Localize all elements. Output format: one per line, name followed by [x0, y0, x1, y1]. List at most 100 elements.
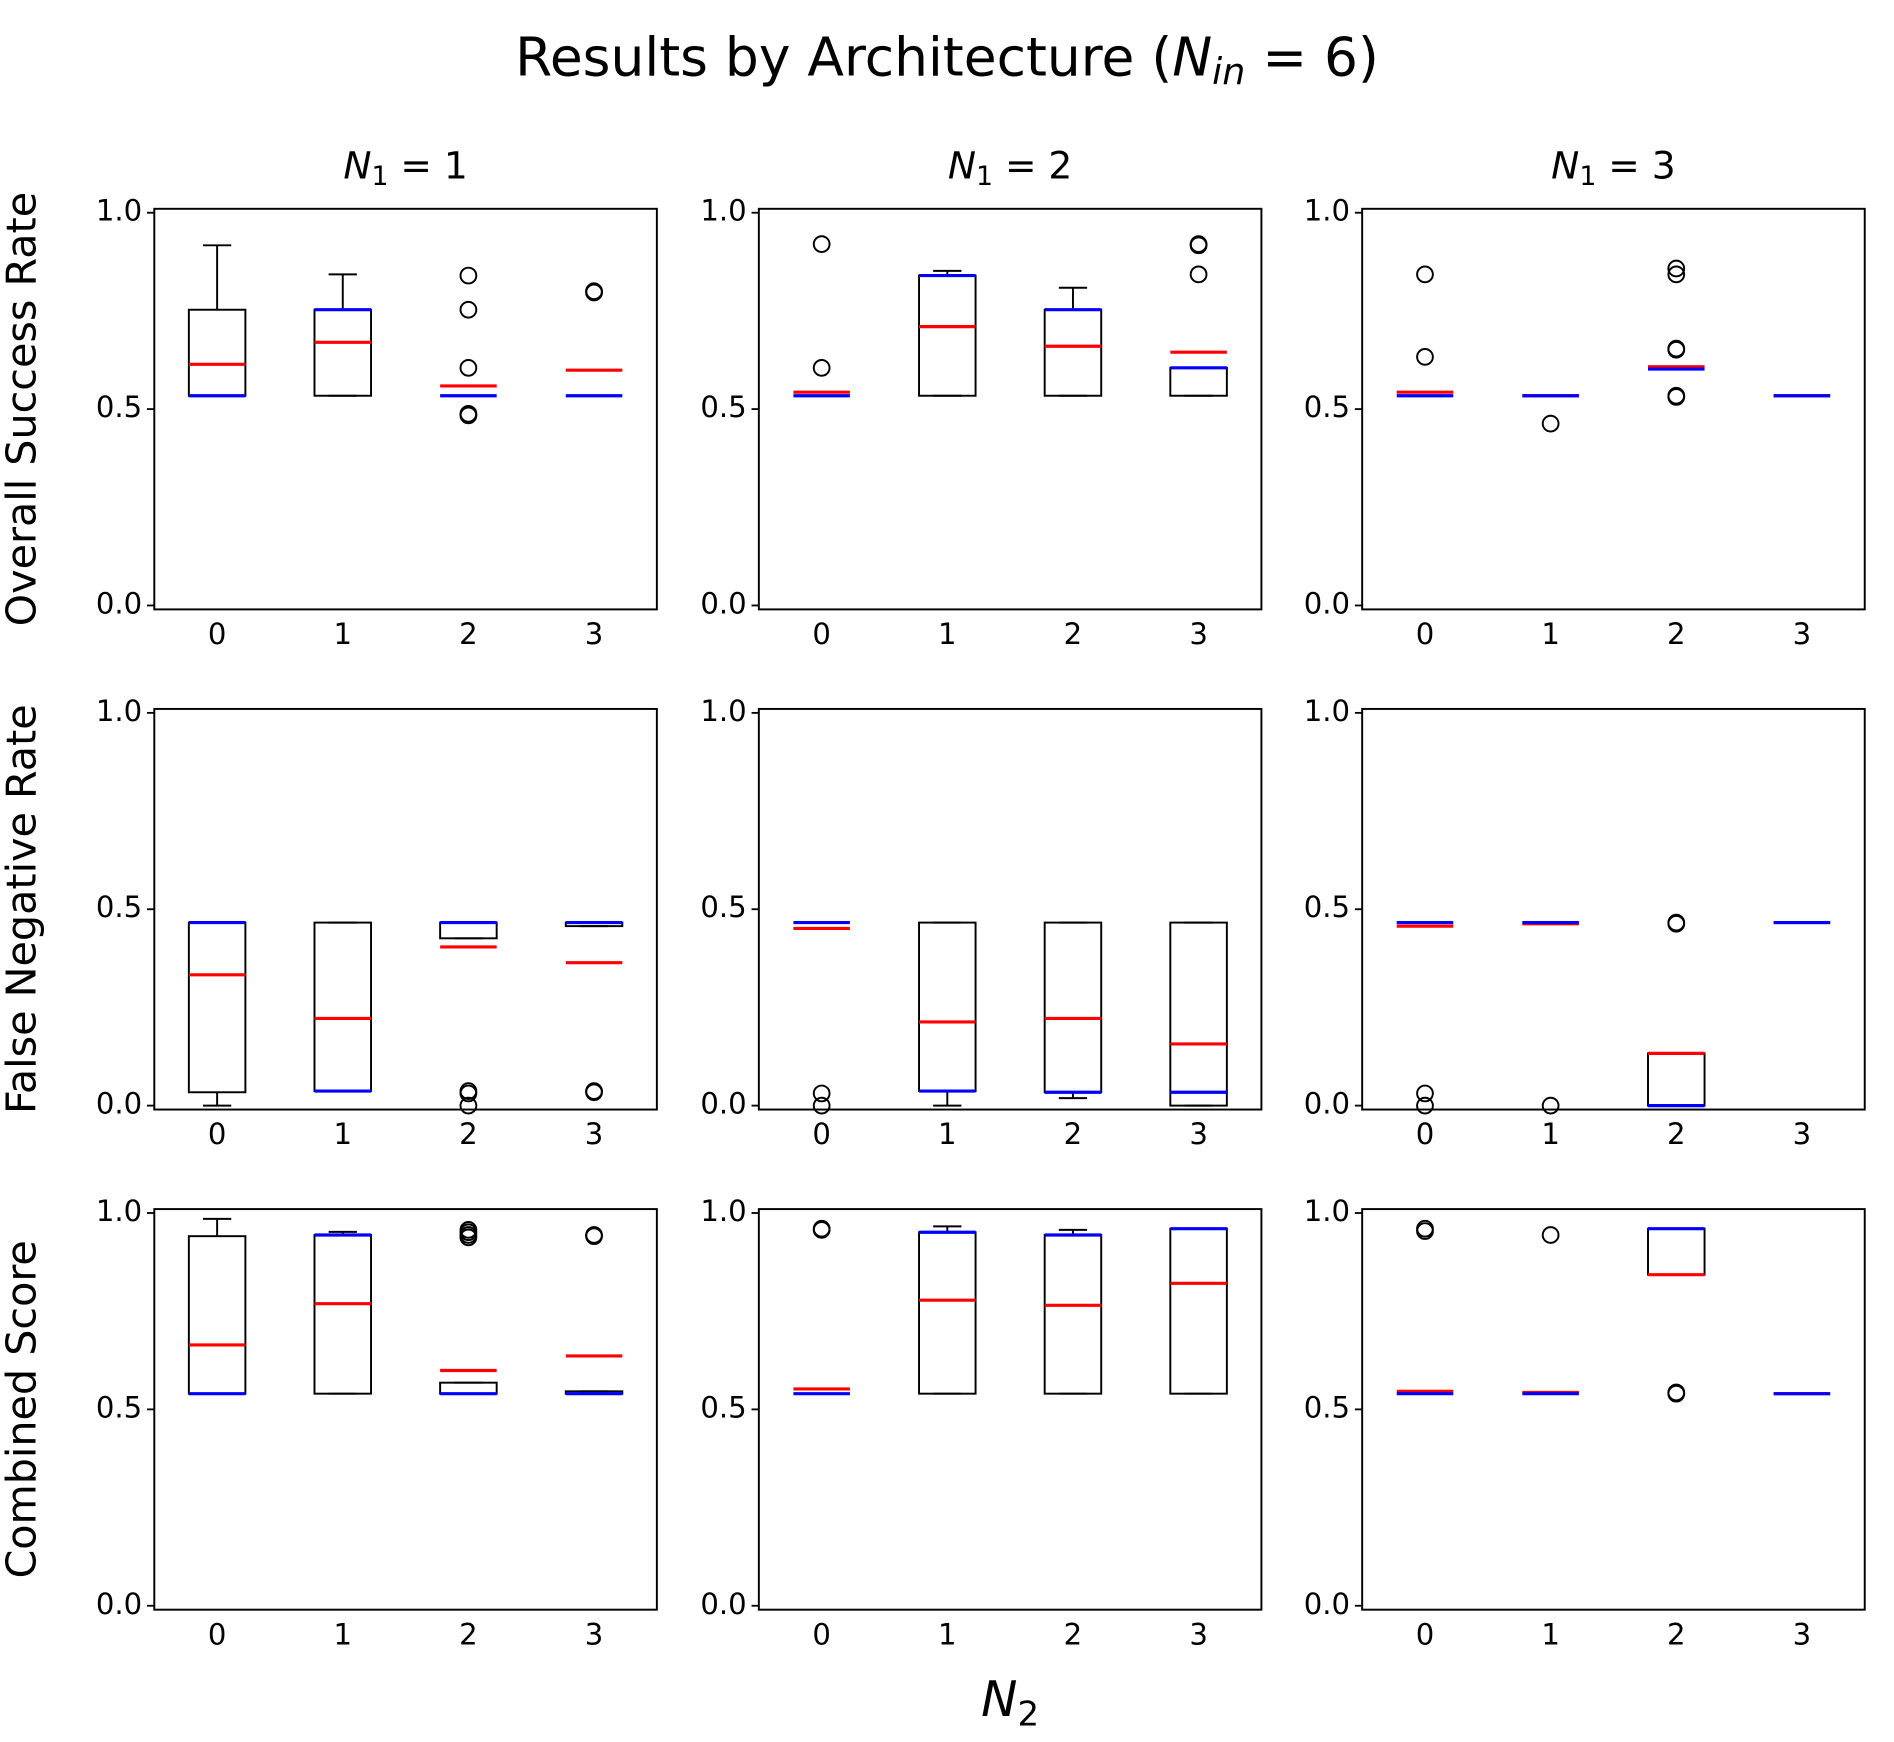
- x-axis-label-part: 2: [1017, 1694, 1039, 1734]
- x-tick-label: 1: [333, 1617, 352, 1651]
- y-tick-label: 0.0: [700, 586, 746, 620]
- y-tick-label: 1.0: [1304, 194, 1350, 228]
- axes-frame: [153, 707, 658, 1111]
- outlier: [585, 1083, 603, 1102]
- y-tick-label: 0.5: [1304, 1390, 1350, 1424]
- x-tick-label: 0: [812, 1117, 831, 1151]
- x-tick-label: 1: [1541, 1117, 1560, 1151]
- axes-frame: [1361, 707, 1866, 1111]
- subplot-title-part: = 3: [1596, 143, 1675, 187]
- box: [313, 1234, 373, 1395]
- x-tick-label: 3: [585, 617, 604, 651]
- y-tick-label: 0.5: [700, 1390, 746, 1424]
- outlier: [1189, 236, 1208, 255]
- x-tick-label: 3: [1793, 1617, 1812, 1651]
- box: [1169, 921, 1228, 1107]
- outlier: [1189, 265, 1208, 284]
- y-axis-label: Combined Score: [0, 1240, 45, 1578]
- box: [187, 1235, 247, 1395]
- box: [439, 1381, 498, 1395]
- x-tick-label: 3: [1189, 1617, 1208, 1651]
- box: [187, 921, 247, 1094]
- y-tick-label: 0.5: [96, 1390, 142, 1424]
- outlier: [585, 1227, 603, 1246]
- figure-title-part: = 6): [1245, 25, 1379, 88]
- y-tick-label: 1.0: [700, 694, 746, 728]
- x-axis-label-part: N: [981, 1672, 1017, 1728]
- x-tick-label: 2: [459, 1617, 478, 1651]
- outlier: [812, 1096, 831, 1115]
- y-axis-label: Overall Success Rate: [0, 192, 45, 626]
- x-tick-label: 3: [1189, 1117, 1208, 1151]
- y-tick-label: 1.0: [1304, 694, 1350, 728]
- x-tick-label: 2: [459, 1117, 478, 1151]
- x-tick-label: 0: [812, 1617, 831, 1651]
- outlier: [459, 1228, 478, 1247]
- box: [1043, 921, 1103, 1094]
- x-tick-label: 3: [1189, 617, 1208, 651]
- x-tick-label: 1: [333, 617, 352, 651]
- subplot-title-part: 1: [976, 161, 993, 192]
- box: [1647, 1052, 1706, 1107]
- x-tick-label: 3: [585, 1117, 604, 1151]
- outlier: [1416, 1222, 1434, 1240]
- x-axis-label: N2: [981, 1672, 1039, 1734]
- box: [1043, 308, 1103, 397]
- box: [918, 1231, 977, 1395]
- y-tick-label: 1.0: [96, 1194, 142, 1228]
- y-tick-label: 0.5: [96, 890, 142, 924]
- y-tick-label: 0.0: [700, 1587, 746, 1621]
- x-tick-label: 2: [1667, 617, 1686, 651]
- y-tick-label: 0.5: [700, 890, 746, 924]
- box: [313, 921, 373, 1093]
- y-tick-label: 1.0: [700, 194, 746, 228]
- outlier: [585, 283, 603, 302]
- x-tick-label: 2: [1667, 1117, 1686, 1151]
- y-tick-label: 0.5: [1304, 890, 1350, 924]
- outlier: [1667, 914, 1686, 933]
- x-tick-label: 0: [812, 617, 831, 651]
- x-tick-label: 1: [938, 1617, 957, 1651]
- axes-frame: [757, 207, 1263, 611]
- x-tick-label: 2: [1064, 1617, 1083, 1651]
- y-tick-label: 0.0: [1304, 1087, 1350, 1121]
- outlier: [812, 1084, 831, 1103]
- box: [313, 308, 373, 397]
- x-tick-label: 0: [1416, 1617, 1435, 1651]
- box: [1647, 1227, 1706, 1276]
- y-tick-label: 1.0: [700, 1194, 746, 1228]
- outlier: [459, 266, 478, 285]
- y-tick-label: 0.5: [96, 390, 142, 424]
- y-tick-label: 0.0: [96, 1087, 142, 1121]
- figure-title: Results by Architecture (Nin = 6): [515, 25, 1379, 92]
- x-tick-label: 2: [459, 617, 478, 651]
- outlier: [1667, 265, 1686, 284]
- outlier: [1667, 388, 1686, 406]
- y-tick-label: 1.0: [1304, 1194, 1350, 1228]
- outlier: [1667, 340, 1686, 359]
- outlier: [459, 406, 478, 425]
- x-tick-label: 3: [585, 1617, 604, 1651]
- box: [918, 274, 977, 397]
- outlier: [812, 235, 831, 254]
- subplot-title: N1 = 1: [343, 143, 468, 192]
- figure-title-part: N: [1172, 25, 1212, 88]
- box: [439, 921, 498, 940]
- subplot-title-part: 1: [371, 161, 388, 192]
- x-tick-label: 2: [1064, 617, 1083, 651]
- y-tick-label: 0.5: [700, 390, 746, 424]
- y-tick-label: 1.0: [96, 694, 142, 728]
- box: [187, 308, 247, 397]
- y-axis-label: False Negative Rate: [0, 704, 45, 1114]
- subplot-title: N1 = 2: [948, 143, 1073, 192]
- outlier: [812, 1221, 831, 1239]
- subplot-title-part: N: [1551, 143, 1579, 187]
- x-tick-label: 0: [208, 1117, 227, 1151]
- y-tick-label: 0.5: [1304, 390, 1350, 424]
- x-tick-label: 2: [1667, 1617, 1686, 1651]
- subplot-title-part: N: [343, 143, 371, 187]
- axes-frame: [757, 707, 1263, 1111]
- subplot-title-part: = 1: [388, 143, 467, 187]
- x-tick-label: 1: [1541, 1617, 1560, 1651]
